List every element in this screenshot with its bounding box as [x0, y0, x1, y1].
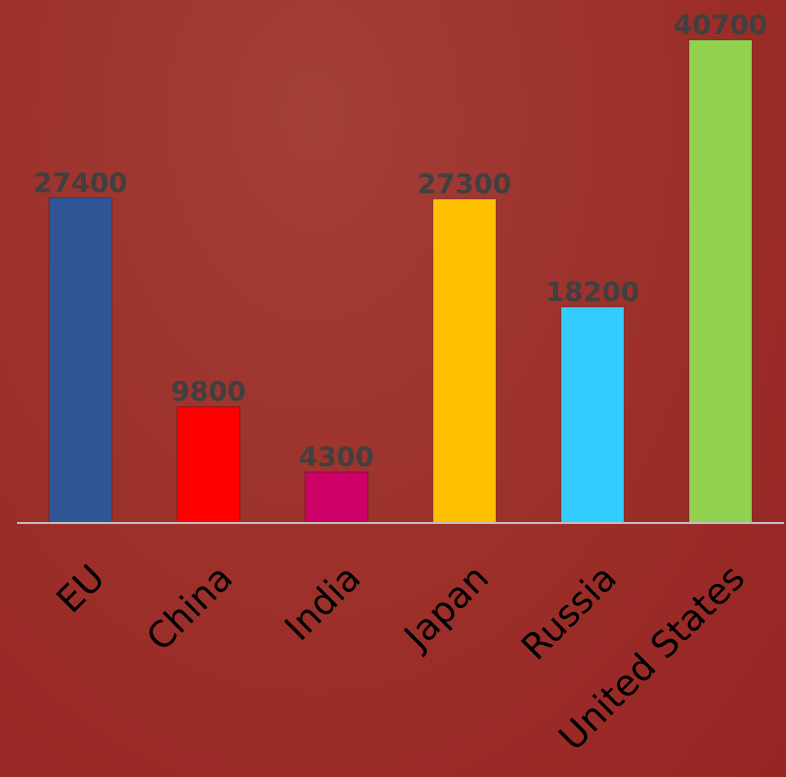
bar-eu	[48, 197, 113, 524]
category-label-russia: Russia	[514, 557, 625, 668]
bar-united-states	[688, 39, 753, 524]
value-label-india: 4300	[299, 442, 374, 473]
category-label-japan: Japan	[396, 557, 497, 658]
bar-japan	[432, 198, 497, 524]
bar-russia	[560, 306, 625, 524]
bars-group	[48, 39, 753, 524]
bar-india	[304, 471, 369, 524]
value-label-japan: 27300	[418, 169, 512, 200]
value-label-russia: 18200	[546, 277, 640, 308]
category-label-china: China	[139, 557, 241, 659]
bar-china	[176, 406, 241, 524]
value-label-united-states: 40700	[674, 10, 768, 41]
value-labels-group: 27400 9800 4300 27300 18200 40700	[34, 10, 768, 473]
category-label-india: India	[277, 557, 368, 648]
value-label-eu: 27400	[34, 168, 128, 199]
value-label-china: 9800	[171, 377, 246, 408]
category-label-eu: EU	[49, 557, 113, 621]
